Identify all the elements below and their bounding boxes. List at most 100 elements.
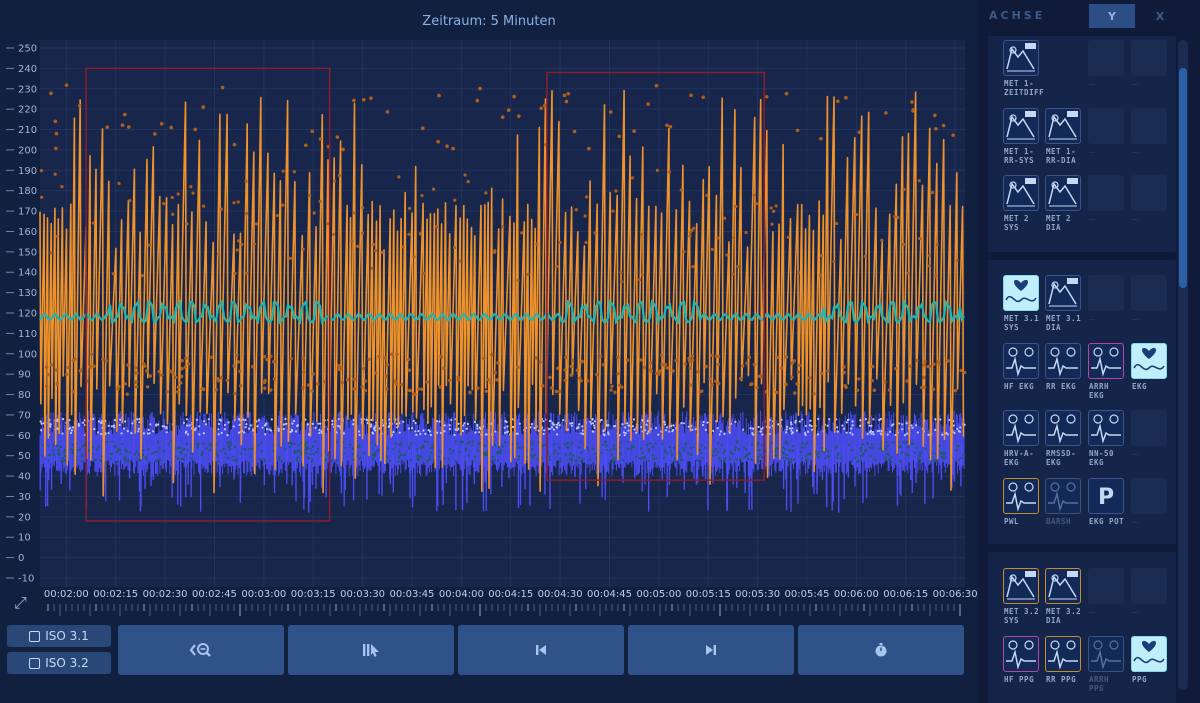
orange-dot: [755, 385, 759, 390]
signal-tile[interactable]: [1003, 175, 1039, 211]
step-button[interactable]: [288, 625, 454, 675]
light-dot: [337, 424, 340, 428]
light-dot: [645, 423, 648, 426]
signal-tile[interactable]: [1088, 410, 1124, 446]
signal-tile[interactable]: [1045, 108, 1081, 144]
light-dot: [374, 429, 377, 432]
signal-tile[interactable]: [1088, 636, 1124, 672]
light-dot: [462, 424, 465, 427]
signal-icon: [1006, 571, 1036, 600]
signal-tile[interactable]: [1045, 275, 1081, 311]
signal-icon: [1133, 640, 1165, 664]
dark-teal-dot: [116, 460, 119, 463]
light-dot: [706, 421, 709, 424]
orange-dot: [887, 388, 892, 392]
signal-plot[interactable]: 2502402302202102001901801701601501401301…: [0, 0, 978, 620]
timer-button[interactable]: [798, 625, 964, 675]
orange-dot: [468, 390, 472, 395]
signal-tile[interactable]: [1131, 343, 1167, 379]
expand-icon[interactable]: ⤢: [14, 593, 27, 612]
signal-tile[interactable]: P: [1088, 478, 1124, 514]
signal-tile[interactable]: [1045, 478, 1081, 514]
signal-tile[interactable]: [1003, 343, 1039, 379]
scrollbar-thumb[interactable]: [1179, 68, 1187, 288]
next-button[interactable]: [628, 625, 794, 675]
iso-3-1-toggle[interactable]: ISO 3.1: [7, 625, 111, 647]
orange-dot: [407, 206, 412, 211]
dark-teal-dot: [306, 447, 310, 450]
x-tick-label: 00:02:30: [143, 589, 188, 600]
signal-tile[interactable]: [1088, 343, 1124, 379]
dark-teal-dot: [158, 459, 162, 462]
signal-tile[interactable]: [1045, 343, 1081, 379]
x-axis-button[interactable]: X: [1155, 9, 1165, 23]
dark-teal-dot: [97, 445, 100, 448]
signal-tile[interactable]: [1003, 636, 1039, 672]
light-dot: [113, 426, 116, 429]
zoom-back-icon: [189, 643, 211, 657]
light-dot: [810, 428, 814, 431]
next-icon: [706, 645, 716, 655]
orange-dot: [170, 195, 174, 200]
light-dot: [256, 425, 259, 428]
iso-3-2-toggle[interactable]: ISO 3.2: [7, 652, 111, 674]
signal-tile[interactable]: [1045, 410, 1081, 446]
orange-dot: [935, 242, 939, 247]
orange-dot: [704, 364, 708, 369]
orange-dot: [142, 362, 146, 366]
dark-teal-dot: [78, 448, 81, 451]
orange-dot: [420, 126, 425, 131]
dark-teal-dot: [578, 456, 581, 459]
light-dot: [663, 423, 667, 426]
dark-teal-dot: [647, 459, 651, 463]
light-dot: [62, 418, 65, 421]
dark-teal-dot: [117, 449, 120, 452]
signal-tile[interactable]: [1003, 275, 1039, 311]
light-dot: [948, 418, 951, 422]
dark-teal-dot: [329, 459, 333, 462]
light-dot: [905, 432, 909, 435]
zoom-back-button[interactable]: [118, 625, 284, 675]
signal-tile[interactable]: [1003, 108, 1039, 144]
orange-dot: [361, 97, 366, 102]
dark-teal-dot: [782, 452, 786, 455]
signal-tile[interactable]: [1003, 410, 1039, 446]
dark-teal-dot: [716, 442, 720, 445]
light-dot: [556, 433, 559, 436]
dark-teal-dot: [519, 446, 522, 450]
dark-teal-dot: [180, 457, 183, 461]
light-dot: [77, 424, 81, 427]
signal-tile[interactable]: [1003, 478, 1039, 514]
orange-dot: [915, 358, 919, 363]
dark-teal-dot: [733, 448, 737, 452]
orange-dot: [549, 386, 554, 390]
dark-teal-dot: [109, 457, 113, 460]
iso-3-1-label: ISO 3.1: [45, 629, 89, 643]
signal-tile[interactable]: [1003, 40, 1039, 76]
orange-dot: [78, 369, 82, 373]
sidebar-scrollbar[interactable]: [1178, 40, 1188, 690]
signal-tile[interactable]: [1045, 175, 1081, 211]
orange-dot: [870, 378, 874, 383]
signal-tile[interactable]: [1003, 568, 1039, 604]
light-dot: [761, 433, 764, 436]
light-dot: [785, 428, 788, 431]
orange-dot: [585, 195, 589, 199]
dark-teal-dot: [371, 458, 375, 461]
dark-teal-dot: [419, 456, 422, 459]
dark-teal-dot: [343, 446, 347, 450]
dark-teal-dot: [49, 453, 52, 457]
dark-teal-dot: [463, 460, 467, 463]
orange-dot: [538, 360, 543, 364]
signal-tile[interactable]: [1045, 636, 1081, 672]
orange-dot: [201, 105, 206, 109]
signal-tile[interactable]: [1045, 568, 1081, 604]
y-tick-label: 150: [18, 247, 37, 258]
light-dot: [443, 430, 446, 433]
signal-tile[interactable]: [1131, 636, 1167, 672]
previous-button[interactable]: [458, 625, 624, 675]
dark-teal-dot: [613, 459, 617, 462]
dark-teal-dot: [784, 440, 788, 444]
y-axis-button[interactable]: Y: [1089, 4, 1135, 28]
dark-teal-dot: [859, 447, 862, 450]
